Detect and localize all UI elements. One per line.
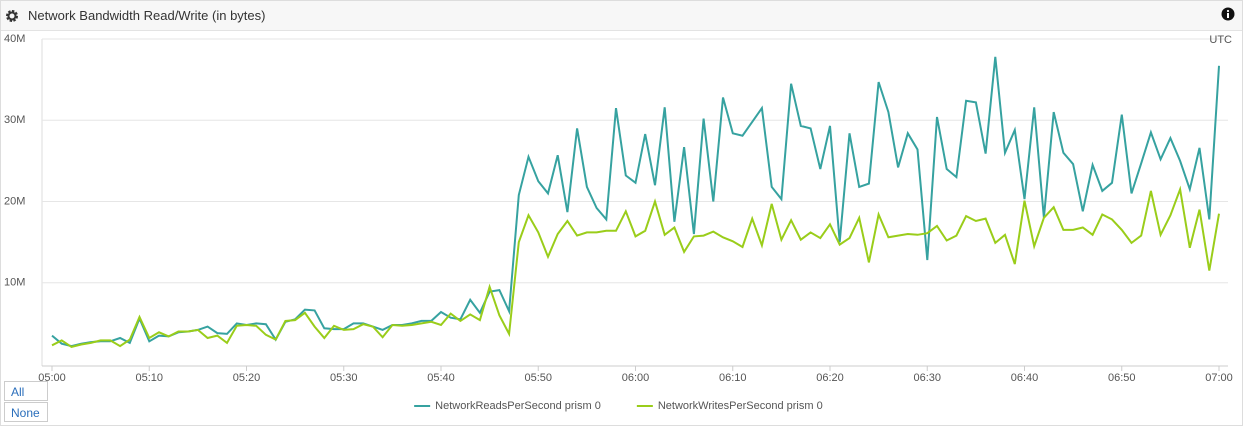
- settings-icon[interactable]: [5, 9, 19, 23]
- panel-title: Network Bandwidth Read/Write (in bytes): [28, 8, 266, 23]
- none-button[interactable]: None: [4, 402, 48, 422]
- all-button[interactable]: All: [4, 381, 48, 401]
- info-icon[interactable]: [1221, 7, 1235, 21]
- panel-header: Network Bandwidth Read/Write (in bytes): [1, 1, 1242, 31]
